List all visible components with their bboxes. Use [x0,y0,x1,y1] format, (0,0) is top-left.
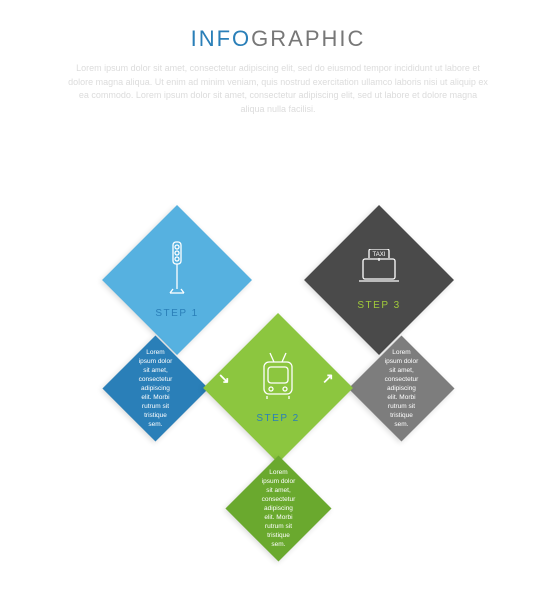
step1_small-diamond: Lorem ipsum dolor sit amet, consectetur … [102,335,208,441]
infographic-stage: Step 1 Lorem ipsum dolor sit amet, consec… [0,116,556,576]
step2_main-diamond: Step 2 [203,313,353,463]
flow-arrow-2: ↗ [322,370,334,387]
step3_small-diamond: Lorem ipsum dolor sit amet, consectetur … [348,335,454,441]
step3_main-label: Step 3 [357,300,400,311]
step1_main-diamond: Step 1 [102,205,252,355]
step3_small-lorem: Lorem ipsum dolor sit amet, consectetur … [364,347,439,429]
title-word-1: Info [191,26,252,51]
step2_small-diamond: Lorem ipsum dolor sit amet, consectetur … [225,455,331,561]
page-title: Infographic [0,26,556,52]
svg-text:TAXI: TAXI [373,252,386,258]
step2_main-label: Step 2 [256,413,299,424]
laptop-taxi-icon: TAXI [355,249,403,292]
step3_main-diamond: TAXI Step 3 [304,205,454,355]
title-word-2: graphic [251,26,365,51]
flow-arrow-1: ↘ [218,370,230,387]
traffic-light-pole-icon [164,241,190,300]
step1_small-lorem: Lorem ipsum dolor sit amet, consectetur … [118,347,193,429]
intro-paragraph: Lorem ipsum dolor sit amet, consectetur … [68,62,488,116]
step1_main-label: Step 1 [155,308,198,319]
step2_small-lorem: Lorem ipsum dolor sit amet, consectetur … [241,467,316,549]
trolleybus-icon [258,352,298,405]
